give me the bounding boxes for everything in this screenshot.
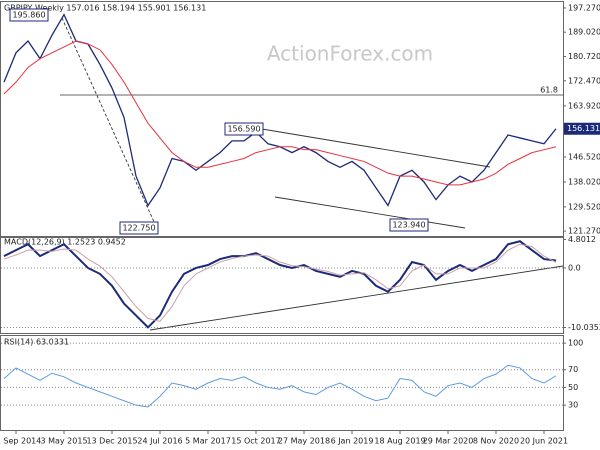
series-line bbox=[3, 40, 557, 186]
series-line bbox=[3, 240, 557, 329]
y-tick-label: 129.520 bbox=[568, 202, 600, 211]
x-tick-label: 13 Dec 2015 bbox=[86, 437, 137, 446]
watermark: ActionForex.com bbox=[267, 42, 433, 66]
annotation: 122.750 bbox=[122, 224, 155, 233]
y-tick-label: 121.270 bbox=[568, 227, 600, 236]
last-value: 156.131 bbox=[567, 124, 600, 133]
x-tick-label: 5 Mar 2017 bbox=[185, 437, 231, 446]
rsi-title: RSI(14) 63.0331 bbox=[4, 338, 69, 347]
annotation: 195.860 bbox=[12, 11, 45, 20]
y-tick-label: 50 bbox=[568, 383, 578, 392]
annotation: 156.590 bbox=[227, 125, 260, 134]
series-line bbox=[3, 364, 557, 408]
price-panel bbox=[0, 1, 564, 237]
trendline bbox=[61, 17, 156, 225]
macd-panel bbox=[0, 237, 564, 334]
x-tick-label: 15 Oct 2017 bbox=[231, 437, 280, 446]
y-tick-label: 30 bbox=[568, 401, 578, 410]
trendline bbox=[261, 128, 491, 168]
y-tick-label: 197.270 bbox=[568, 3, 600, 12]
x-tick-label: 20 Jun 2021 bbox=[520, 437, 568, 446]
series-line bbox=[3, 243, 557, 322]
last-value-box bbox=[564, 122, 600, 135]
annotation-box bbox=[9, 8, 49, 22]
y-tick-label: 146.520 bbox=[568, 152, 600, 161]
y-tick-label: -10.0352 bbox=[568, 323, 600, 332]
annotation-box bbox=[389, 218, 429, 232]
y-tick-label: 172.470 bbox=[568, 76, 600, 85]
x-tick-label: 24 Jul 2016 bbox=[137, 437, 182, 446]
macd-title: MACD(12,26,9) 1.2523 0.9452 bbox=[4, 238, 126, 247]
y-tick-label: 163.920 bbox=[568, 101, 600, 110]
x-tick-label: 18 Aug 2019 bbox=[374, 437, 425, 446]
y-tick-label: 70 bbox=[568, 365, 578, 374]
y-tick-label: 100 bbox=[568, 339, 583, 348]
x-tick-label: 6 Jan 2019 bbox=[331, 437, 374, 446]
macd-trendline bbox=[149, 265, 564, 331]
y-tick-label: 180.720 bbox=[568, 52, 600, 61]
trendline bbox=[274, 196, 466, 229]
x-tick-label: 27 May 2018 bbox=[278, 437, 330, 446]
annotation-box bbox=[119, 221, 159, 235]
x-tick-label: 3 May 2015 bbox=[40, 437, 87, 446]
price-title: GBPJPY Weekly 157.016 158.194 155.901 15… bbox=[4, 4, 206, 13]
y-tick-label: 0.0 bbox=[568, 263, 581, 272]
annotation-box bbox=[224, 122, 264, 136]
y-tick-label: 189.020 bbox=[568, 28, 600, 37]
fib-label: 61.8 bbox=[540, 86, 558, 95]
x-tick-label: 8 Nov 2020 bbox=[473, 437, 519, 446]
y-tick-label: 138.020 bbox=[568, 177, 600, 186]
x-tick-label: 21 Sep 2014 bbox=[0, 437, 41, 446]
rsi-panel bbox=[0, 335, 564, 431]
annotation: 123.940 bbox=[392, 221, 425, 230]
y-tick-label: 4.8012 bbox=[568, 235, 596, 244]
x-tick-label: 29 Mar 2020 bbox=[423, 437, 474, 446]
